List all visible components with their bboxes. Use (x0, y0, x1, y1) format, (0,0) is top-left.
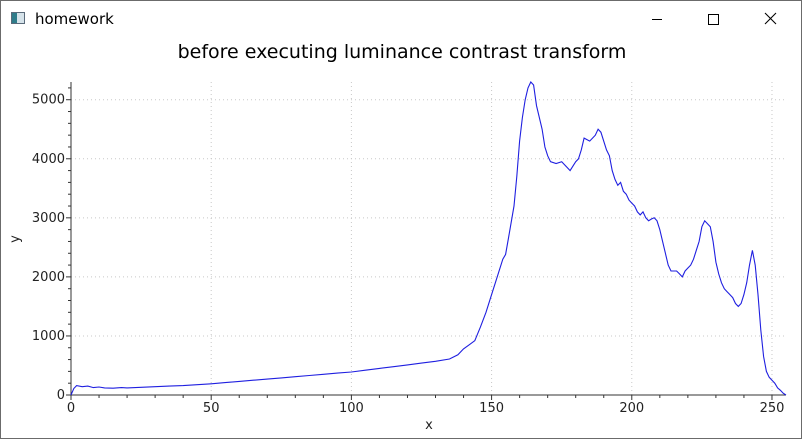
y-tick-label: 2000 (32, 270, 65, 285)
series-line (70, 81, 787, 396)
y-tick-label: 0 (57, 388, 65, 403)
y-tick-label: 4000 (32, 152, 65, 167)
y-axis-label: y (8, 235, 23, 243)
x-tick-label: 0 (67, 401, 75, 416)
y-tick-label: 5000 (32, 93, 65, 108)
x-tick-label: 150 (479, 401, 504, 416)
chart-title: before executing luminance contrast tran… (178, 41, 627, 63)
line-chart: before executing luminance contrast tran… (8, 41, 787, 433)
minimize-icon (652, 19, 662, 20)
x-tick-label: 100 (339, 401, 364, 416)
chart-ticks: 0 50 100 150 200 250 0 1000 2000 3000 4000 5000 (32, 87, 785, 416)
x-tick-label: 250 (760, 401, 785, 416)
chart-grid (70, 82, 786, 396)
chart-view[interactable]: before executing luminance contrast tran… (1, 37, 801, 438)
y-tick-label: 1000 (32, 329, 65, 344)
maximize-icon (708, 14, 719, 25)
y-tick-label: 3000 (32, 211, 65, 226)
window-title: homework (35, 10, 114, 28)
app-window-icon (11, 12, 25, 24)
maximize-button[interactable] (690, 1, 736, 37)
minimize-button[interactable] (633, 1, 679, 37)
x-tick-label: 50 (203, 401, 220, 416)
x-tick-label: 200 (619, 401, 644, 416)
title-bar[interactable]: homework (1, 1, 801, 37)
x-axis-label: x (425, 418, 433, 433)
close-icon (764, 12, 777, 25)
close-button[interactable] (747, 1, 793, 37)
chart-axes (70, 82, 786, 396)
